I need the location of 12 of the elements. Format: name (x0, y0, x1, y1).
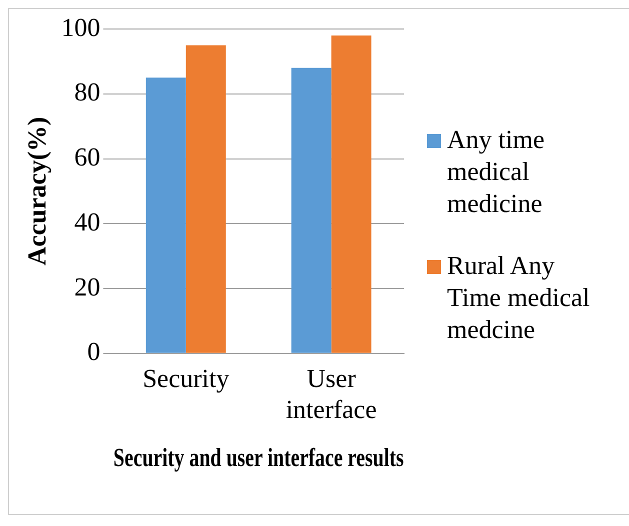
legend-label: Any time medical medicine (447, 124, 546, 220)
legend-label: Rural Any Time medical medcine (447, 250, 591, 346)
y-tick-label: 60 (74, 142, 100, 172)
y-tick-label: 100 (61, 12, 100, 42)
x-tick-label: User interface (286, 364, 377, 424)
y-tick-label: 20 (74, 272, 100, 302)
y-tick-label: 0 (87, 337, 100, 366)
x-tick-label: Security (142, 364, 230, 393)
y-tick-label: 80 (74, 78, 100, 107)
y-tick-label: 40 (74, 207, 100, 236)
x-axis-title: Security and user interface results (113, 444, 404, 473)
y-axis-title: Accuracy(%) (22, 116, 52, 266)
